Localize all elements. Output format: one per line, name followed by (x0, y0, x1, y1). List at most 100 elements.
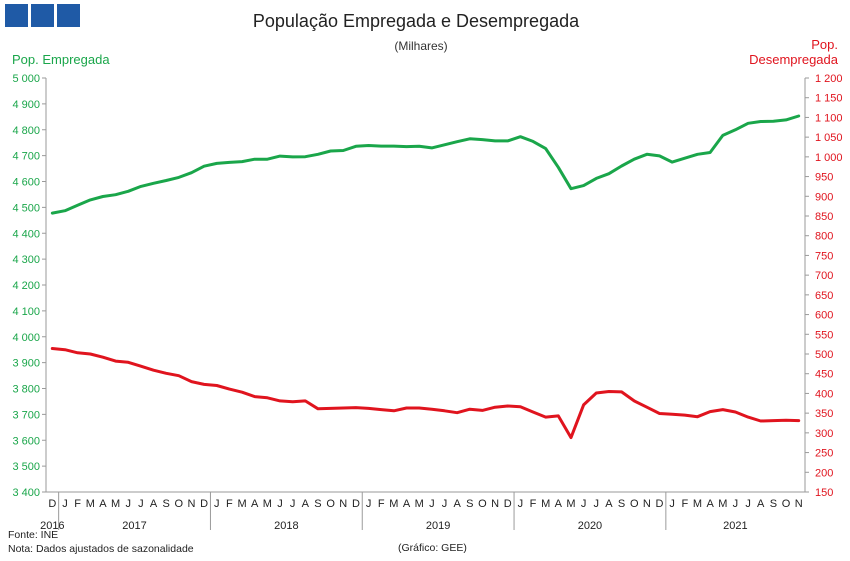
month-tick-label: J (669, 498, 675, 510)
month-tick-label: M (237, 498, 246, 510)
month-tick-label: A (150, 498, 158, 510)
left-tick-label: 3 500 (12, 461, 40, 473)
chart-subtitle: (Milhares) (394, 39, 448, 53)
month-tick-label: J (125, 498, 131, 510)
month-tick-label: J (518, 498, 524, 510)
month-tick-label: F (378, 498, 385, 510)
month-tick-label: J (594, 498, 600, 510)
month-tick-label: M (541, 498, 550, 510)
right-tick-label: 800 (815, 231, 833, 243)
right-tick-label: 1 150 (815, 93, 843, 105)
month-tick-label: J (581, 498, 587, 510)
month-tick-label: N (339, 498, 347, 510)
month-tick-label: J (745, 498, 751, 510)
left-tick-label: 4 600 (12, 177, 40, 189)
month-tick-label: M (718, 498, 727, 510)
left-tick-label: 4 100 (12, 306, 40, 318)
right-tick-label: 150 (815, 487, 833, 499)
left-tick-label: 3 800 (12, 384, 40, 396)
chart-credit: (Gráfico: GEE) (398, 542, 467, 554)
month-tick-label: M (389, 498, 398, 510)
month-tick-label: F (530, 498, 537, 510)
left-tick-label: 3 900 (12, 358, 40, 370)
right-tick-label: 1 100 (815, 112, 843, 124)
right-axis-label-line1: Pop. (811, 37, 838, 52)
month-tick-label: O (175, 498, 184, 510)
month-tick-label: J (277, 498, 283, 510)
year-tick-label: 2020 (578, 520, 602, 532)
month-tick-label: M (566, 498, 575, 510)
month-tick-label: A (302, 498, 310, 510)
month-tick-label: F (681, 498, 688, 510)
right-tick-label: 250 (815, 448, 833, 460)
year-tick-label: 2018 (274, 520, 298, 532)
month-tick-label: A (403, 498, 411, 510)
month-tick-label: N (491, 498, 499, 510)
left-axis-label: Pop. Empregada (12, 52, 110, 67)
month-tick-label: A (706, 498, 714, 510)
right-tick-label: 850 (815, 211, 833, 223)
month-tick-label: D (656, 498, 664, 510)
month-tick-label: A (99, 498, 107, 510)
left-tick-label: 4 000 (12, 332, 40, 344)
month-tick-label: A (251, 498, 259, 510)
right-tick-label: 950 (815, 172, 833, 184)
month-tick-label: D (48, 498, 56, 510)
left-tick-label: 4 400 (12, 228, 40, 240)
logo-block-1 (5, 4, 28, 27)
right-tick-label: 1 200 (815, 73, 843, 85)
month-tick-label: N (795, 498, 803, 510)
right-tick-label: 400 (815, 388, 833, 400)
month-tick-label: N (187, 498, 195, 510)
source-note: Fonte: INE (8, 529, 59, 541)
month-tick-label: M (111, 498, 120, 510)
right-tick-label: 500 (815, 349, 833, 361)
month-tick-label: J (290, 498, 296, 510)
left-tick-label: 4 500 (12, 202, 40, 214)
month-tick-label: O (782, 498, 791, 510)
left-tick-label: 3 700 (12, 409, 40, 421)
month-tick-label: A (605, 498, 613, 510)
left-tick-label: 4 300 (12, 254, 40, 266)
right-tick-label: 300 (815, 428, 833, 440)
unemployed-series-line (50, 347, 801, 440)
right-tick-label: 550 (815, 329, 833, 341)
month-tick-label: J (62, 498, 68, 510)
month-tick-label: S (618, 498, 625, 510)
left-tick-label: 3 400 (12, 487, 40, 499)
left-tick-label: 3 600 (12, 435, 40, 447)
right-tick-label: 1 000 (815, 152, 843, 164)
right-tick-label: 600 (815, 310, 833, 322)
right-axis-label: Pop. Desempregada (718, 37, 838, 67)
chart-title: População Empregada e Desempregada (252, 11, 580, 31)
month-tick-label: S (163, 498, 170, 510)
month-tick-label: F (226, 498, 233, 510)
month-tick-label: S (770, 498, 777, 510)
month-tick-label: A (555, 498, 563, 510)
month-tick-label: J (442, 498, 448, 510)
month-tick-label: A (453, 498, 461, 510)
month-tick-label: M (415, 498, 424, 510)
year-tick-label: 2017 (122, 520, 146, 532)
month-tick-label: O (326, 498, 335, 510)
month-tick-label: J (366, 498, 372, 510)
month-tick-label: O (478, 498, 487, 510)
month-tick-label: F (74, 498, 81, 510)
brand-logo (5, 4, 80, 27)
month-tick-label: D (504, 498, 512, 510)
left-tick-label: 5 000 (12, 73, 40, 85)
logo-block-2 (31, 4, 54, 27)
right-tick-label: 900 (815, 191, 833, 203)
month-tick-label: M (263, 498, 272, 510)
right-tick-label: 750 (815, 250, 833, 262)
month-tick-label: S (466, 498, 473, 510)
logo-block-3 (57, 4, 80, 27)
month-tick-label: J (733, 498, 739, 510)
year-tick-label: 2019 (426, 520, 450, 532)
right-tick-label: 700 (815, 270, 833, 282)
left-tick-label: 4 200 (12, 280, 40, 292)
right-tick-label: 200 (815, 467, 833, 479)
right-tick-label: 650 (815, 290, 833, 302)
month-tick-label: A (757, 498, 765, 510)
